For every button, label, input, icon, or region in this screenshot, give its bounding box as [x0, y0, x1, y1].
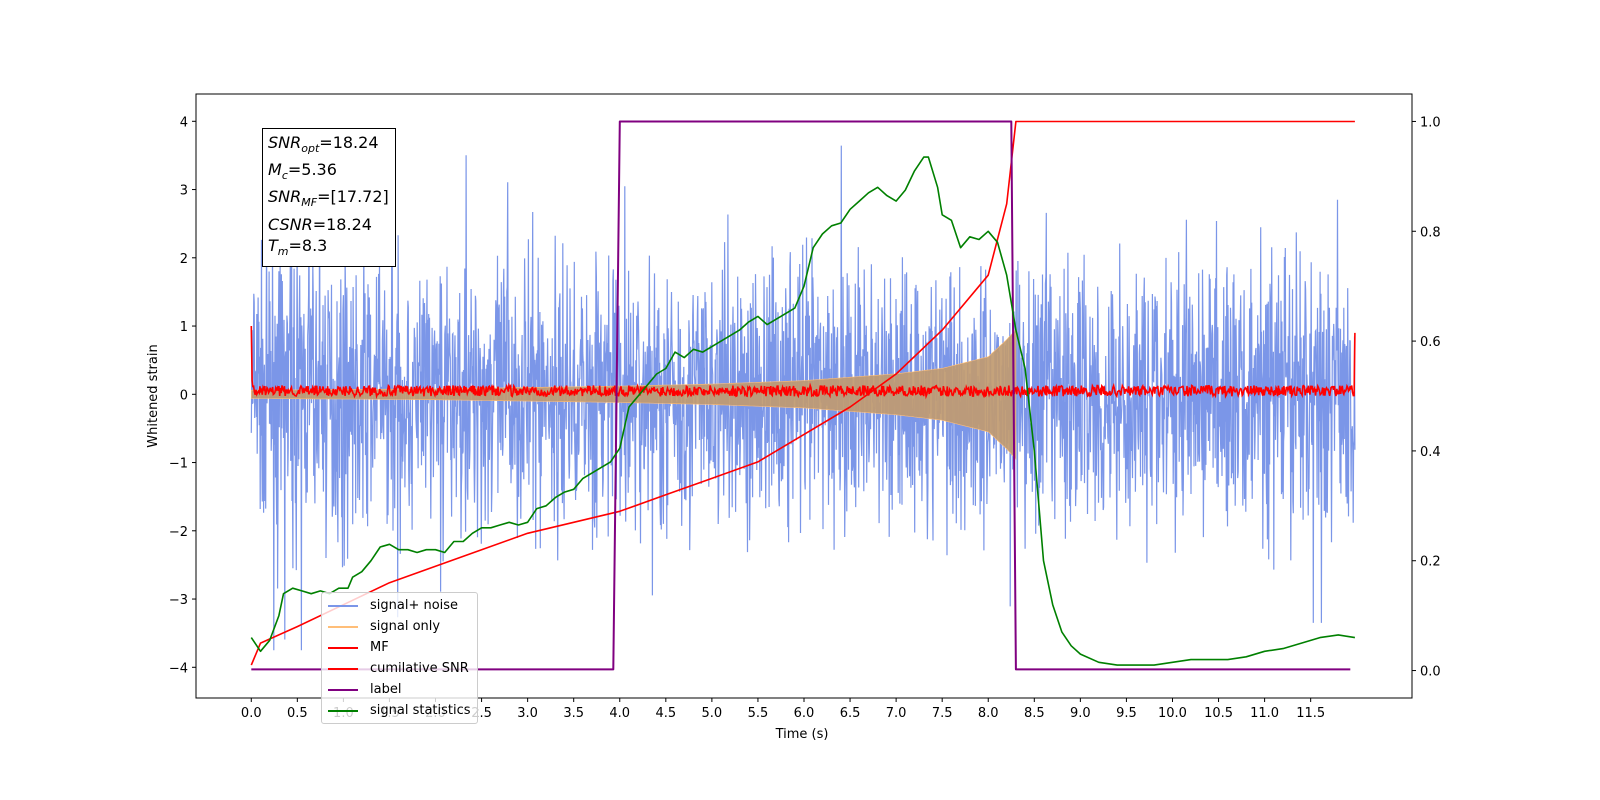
series-signal-plus-noise [250, 145, 1356, 651]
x-tick-label: 3.5 [563, 706, 584, 721]
legend-swatch [328, 604, 358, 607]
legend-swatch [328, 625, 358, 628]
y-tick-label: 3 [180, 184, 188, 199]
y-right-tick-label: 0.6 [1420, 335, 1441, 350]
legend-label: cumilative SNR [370, 661, 469, 676]
legend-item: signal statistics [328, 700, 471, 721]
y-right-tick-label: 0.8 [1420, 225, 1441, 240]
y-axis-label: Whitened strain [146, 344, 161, 447]
snr-mf-text: SNRMF=[17.72] [268, 187, 389, 210]
x-tick-label: 11.5 [1296, 706, 1325, 721]
plot-area [250, 120, 1356, 671]
y-right-tick-label: 0.2 [1420, 555, 1441, 570]
x-tick-label: 6.5 [840, 706, 861, 721]
x-tick-label: 3.0 [517, 706, 538, 721]
x-tick-label: 6.0 [794, 706, 815, 721]
x-tick-label: 4.5 [655, 706, 676, 721]
x-tick-label: 7.0 [886, 706, 907, 721]
x-tick-label: 11.0 [1250, 706, 1279, 721]
y-tick-label: −1 [169, 457, 188, 472]
x-tick-label: 8.0 [978, 706, 999, 721]
legend-swatch [328, 667, 358, 670]
x-tick-label: 0.5 [287, 706, 308, 721]
legend: signal+ noise signal only MF cumilative … [321, 592, 478, 724]
legend-item: signal+ noise [328, 595, 471, 616]
x-tick-label: 5.5 [748, 706, 769, 721]
series-signal-statistics [250, 156, 1356, 666]
y-tick-label: 4 [180, 115, 188, 130]
series-mf [250, 325, 1356, 400]
x-tick-label: 0.0 [241, 706, 262, 721]
y-tick-label: −2 [169, 525, 188, 540]
x-tick-label: 5.0 [702, 706, 723, 721]
legend-label: signal statistics [370, 703, 471, 718]
y-tick-label: −3 [169, 593, 188, 608]
x-axis-label: Time (s) [775, 727, 829, 742]
y-tick-label: 0 [180, 388, 188, 403]
y-tick-label: 1 [180, 320, 188, 335]
x-tick-label: 7.5 [932, 706, 953, 721]
y-tick-label: −4 [169, 661, 188, 676]
legend-label: label [370, 682, 402, 697]
y-right-tick-label: 1.0 [1420, 115, 1441, 130]
legend-label: MF [370, 640, 389, 655]
x-tick-label: 9.5 [1116, 706, 1137, 721]
y-right-tick-label: 0.0 [1420, 665, 1441, 680]
legend-label: signal+ noise [370, 598, 459, 613]
x-tick-label: 4.0 [609, 706, 630, 721]
y-right-tick-label: 0.4 [1420, 445, 1441, 460]
legend-item: MF [328, 637, 471, 658]
legend-item: label [328, 679, 471, 700]
y-axis-right: 0.0 0.2 0.4 0.6 0.8 1.0 [1412, 115, 1441, 680]
tm-text: Tm=8.3 [268, 235, 328, 258]
legend-swatch [328, 688, 358, 691]
x-tick-label: 8.5 [1024, 706, 1045, 721]
legend-swatch [328, 646, 358, 649]
legend-label: signal only [370, 619, 441, 634]
x-tick-label: 9.0 [1070, 706, 1091, 721]
snr-opt-text: SNRopt=18.24 [268, 133, 379, 156]
x-tick-label: 10.0 [1158, 706, 1187, 721]
csnr-text: CSNR=18.24 [268, 214, 372, 234]
annotation-box: SNRopt=18.24 Mc=5.36 SNRMF=[17.72] CSNR=… [262, 128, 396, 267]
legend-swatch [328, 709, 358, 712]
legend-item: signal only [328, 616, 471, 637]
legend-item: cumilative SNR [328, 658, 471, 679]
x-tick-label: 10.5 [1204, 706, 1233, 721]
y-axis-left: −4 −3 −2 −1 0 1 2 3 4 [169, 115, 196, 676]
y-tick-label: 2 [180, 252, 188, 267]
series-label [251, 120, 1351, 671]
mc-text: Mc=5.36 [268, 160, 337, 183]
